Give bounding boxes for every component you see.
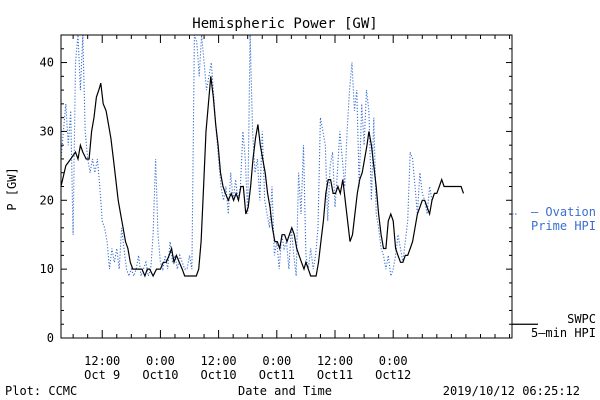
x-tick-label-time: 0:00 [146,354,175,368]
x-tick-label-date: Oct10 [142,368,178,382]
x-tick-label-date: Oct12 [375,368,411,382]
y-tick-label: 20 [40,193,54,207]
y-axis-label: P [GW] [5,167,19,210]
legend-label-line1: — Ovation [531,205,596,219]
x-tick-label-date: Oct 9 [84,368,120,382]
series-layer [60,34,465,279]
x-tick-label-date: Oct11 [259,368,295,382]
x-tick-label-date: Oct11 [317,368,353,382]
footer-credit: Plot: CCMC [5,384,77,398]
x-tick-label-date: Oct10 [201,368,237,382]
x-tick-label-time: 12:00 [84,354,120,368]
series-line-ovation-prime-hpi [60,34,435,279]
x-tick-label-time: 12:00 [201,354,237,368]
footer-timestamp: 2019/10/12 06:25:12 [443,384,580,398]
x-tick-label-time: 0:00 [262,354,291,368]
x-tick-label-time: 12:00 [317,354,353,368]
series-line-swpc-5-min-hpi [60,76,465,278]
y-tick-label: 30 [40,124,54,138]
chart-title: Hemispheric Power [GW] [192,16,377,32]
y-tick-label: 40 [40,56,54,70]
y-tick-label: 10 [40,262,54,276]
y-tick-label: 0 [47,331,54,345]
legend-label-line2: 5—min HPI [531,326,596,340]
legend-label-line1: SWPC [567,312,596,326]
x-tick-label-time: 0:00 [379,354,408,368]
legend-label-line2: Prime HPI [531,219,596,233]
x-axis-label: Date and Time [238,384,332,398]
